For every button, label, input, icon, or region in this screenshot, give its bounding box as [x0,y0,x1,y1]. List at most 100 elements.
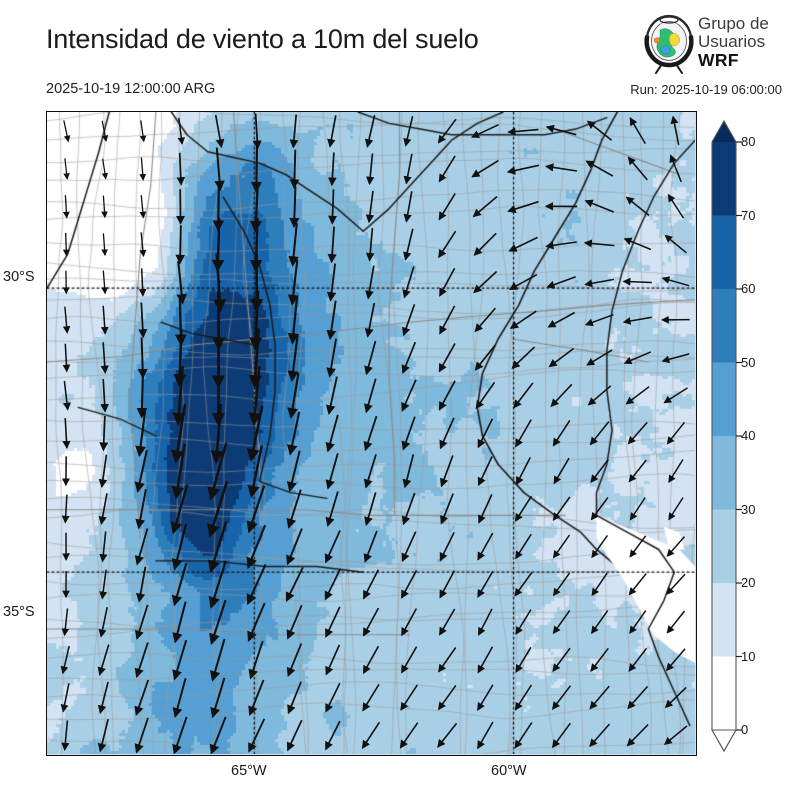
wrf-globe-emblem [644,14,694,74]
wind-arrow [666,536,686,557]
wind-arrow [474,307,497,333]
wind-arrow [97,644,110,676]
wind-arrow [287,259,299,306]
wind-arrow [545,241,577,250]
wind-arrow [362,607,380,637]
wind-arrow [101,270,109,295]
colorbar-tick-70: 70 [741,207,756,223]
wind-arrow [135,410,147,458]
wind-arrow [627,685,649,710]
wind-arrow [326,263,337,302]
wind-arrow [401,492,416,526]
wind-arrow [100,305,109,335]
wind-arrow [134,604,149,640]
wind-arrow [171,443,186,500]
wind-arrow [669,154,682,183]
wind-arrow [209,716,227,754]
wind-arrow [591,572,608,597]
wind-arrow [437,118,457,144]
wind-arrow [172,366,186,427]
wind-arrow [439,455,454,488]
wind-arrow [208,520,228,574]
wind-arrow [474,344,496,371]
wind-arrow [61,608,70,637]
wind-arrow [249,290,263,351]
wind-arrow [438,230,457,259]
lon-label-65w: 65°W [231,763,267,779]
wind-arrow [364,115,376,148]
wind-arrow [63,120,71,143]
wind-arrow [62,306,71,334]
wind-arrow [472,195,498,218]
colorbar-tick-80: 80 [741,134,756,149]
wind-arrow [173,329,187,388]
wind-arrow [586,120,613,141]
wind-arrow [248,718,266,753]
wind-arrow [401,608,418,637]
colorbar-tick-50: 50 [741,354,756,370]
wind-arrow [515,646,532,673]
lat-label-35s: 35°S [3,604,35,620]
colorbar-tick-0: 0 [741,722,749,737]
wind-arrow [550,383,573,408]
wrf-user-group-logo: Grupo de Usuarios WRF [640,14,796,76]
wind-arrow [177,117,186,146]
wind-arrow [139,157,147,181]
wind-arrow [139,195,147,219]
wind-arrow [470,123,499,138]
wind-arrow [402,454,415,489]
wind-arrow [552,610,571,635]
wind-arrow [402,266,415,299]
wind-arrow [363,453,377,489]
wind-arrow [248,328,262,389]
wind-arrow [515,457,532,486]
map-plot-area[interactable] [46,111,697,756]
wind-arrow [361,721,381,749]
wind-arrow [439,305,456,335]
wind-arrow [213,253,227,313]
wind-arrow [552,496,571,521]
wind-arrow [286,604,303,640]
wind-arrow [438,380,456,411]
wind-arrow [438,192,456,221]
wind-arrow [551,722,572,749]
wind-arrow [60,645,70,675]
wind-arrow [61,720,70,752]
wind-arrow [62,380,71,411]
wind-arrow [661,353,690,364]
wind-arrow [591,534,609,559]
wind-arrow [60,683,70,713]
wind-arrow [584,313,614,327]
wind-arrow [664,686,687,709]
wind-arrow [286,643,303,677]
wind-arrow [473,270,498,294]
wind-arrow [437,684,457,711]
wind-arrow [590,497,609,521]
wind-arrow [401,341,417,375]
wind-arrow [62,418,71,450]
wind-arrow [101,195,108,219]
wind-arrow [362,683,380,712]
wind-arrow [589,723,610,748]
wind-arrow [403,228,414,261]
wind-arrow [286,411,301,456]
wind-arrow [589,685,610,710]
wind-arrow [626,724,649,747]
wind-arrow [324,530,341,564]
wind-arrow [171,563,188,607]
wind-arrow [477,532,494,561]
wind-arrow [515,609,532,635]
wind-arrow [547,311,576,328]
lon-label-60w: 60°W [491,763,527,779]
wind-arrow [98,607,108,638]
wind-arrow [508,236,538,252]
wind-arrow [514,495,533,522]
wind-arrow [101,120,109,142]
wind-arrow [286,489,302,529]
wind-arrow [252,113,262,150]
wind-arrow [364,302,376,338]
wind-arrow [99,415,109,452]
wind-arrow [403,153,413,185]
wind-arrow [365,265,375,300]
